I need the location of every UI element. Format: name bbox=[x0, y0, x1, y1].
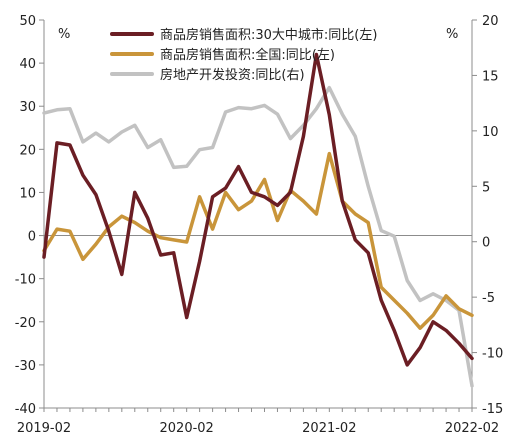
series-line-30-cities bbox=[42, 52, 474, 367]
legend-label: 房地产开发投资:同比(右) bbox=[160, 67, 305, 83]
y-right-tick-label: 10 bbox=[482, 125, 499, 140]
y-left-tick-label: 30 bbox=[19, 100, 36, 115]
y-left-tick-label: -30 bbox=[15, 359, 36, 374]
chart-ticks: -40-30-20-1001020304050-15-10-5051015202… bbox=[15, 14, 503, 436]
y-right-tick-label: 0 bbox=[482, 236, 490, 251]
chart-series bbox=[42, 52, 474, 388]
y-right-tick-label: -5 bbox=[482, 291, 495, 306]
y-right-tick-label: 5 bbox=[482, 180, 490, 195]
y-left-tick-label: 20 bbox=[19, 143, 36, 158]
y-left-tick-label: 10 bbox=[19, 186, 36, 201]
legend-label: 商品房销售面积:全国:同比(左) bbox=[160, 47, 335, 63]
y-left-tick-label: -20 bbox=[15, 316, 36, 331]
y-left-tick-label: 0 bbox=[28, 230, 36, 245]
y-left-tick-label: 50 bbox=[19, 14, 36, 29]
y-right-tick-label: -10 bbox=[482, 347, 503, 362]
y-right-tick-label: -15 bbox=[482, 402, 503, 417]
y-left-tick-label: -40 bbox=[15, 402, 36, 417]
y-right-unit: % bbox=[446, 27, 458, 42]
chart-axes bbox=[43, 20, 473, 409]
x-tick-label: 2019-02 bbox=[17, 421, 71, 436]
legend-label: 商品房销售面积:30大中城市:同比(左) bbox=[160, 27, 377, 43]
y-left-tick-label: -10 bbox=[15, 273, 36, 288]
x-tick-label: 2022-02 bbox=[445, 421, 499, 436]
x-tick-label: 2020-02 bbox=[160, 421, 214, 436]
y-left-unit: % bbox=[58, 27, 70, 42]
y-left-tick-label: 40 bbox=[19, 57, 36, 72]
chart-legend: 商品房销售面积:30大中城市:同比(左) 商品房销售面积:全国:同比(左) 房地产开… bbox=[110, 27, 377, 83]
series-line-national bbox=[42, 151, 474, 330]
chart-units: %% bbox=[58, 27, 458, 42]
y-right-tick-label: 15 bbox=[482, 69, 499, 84]
series-line-investment bbox=[42, 85, 474, 388]
x-tick-label: 2021-02 bbox=[302, 421, 356, 436]
y-right-tick-label: 20 bbox=[482, 14, 499, 29]
